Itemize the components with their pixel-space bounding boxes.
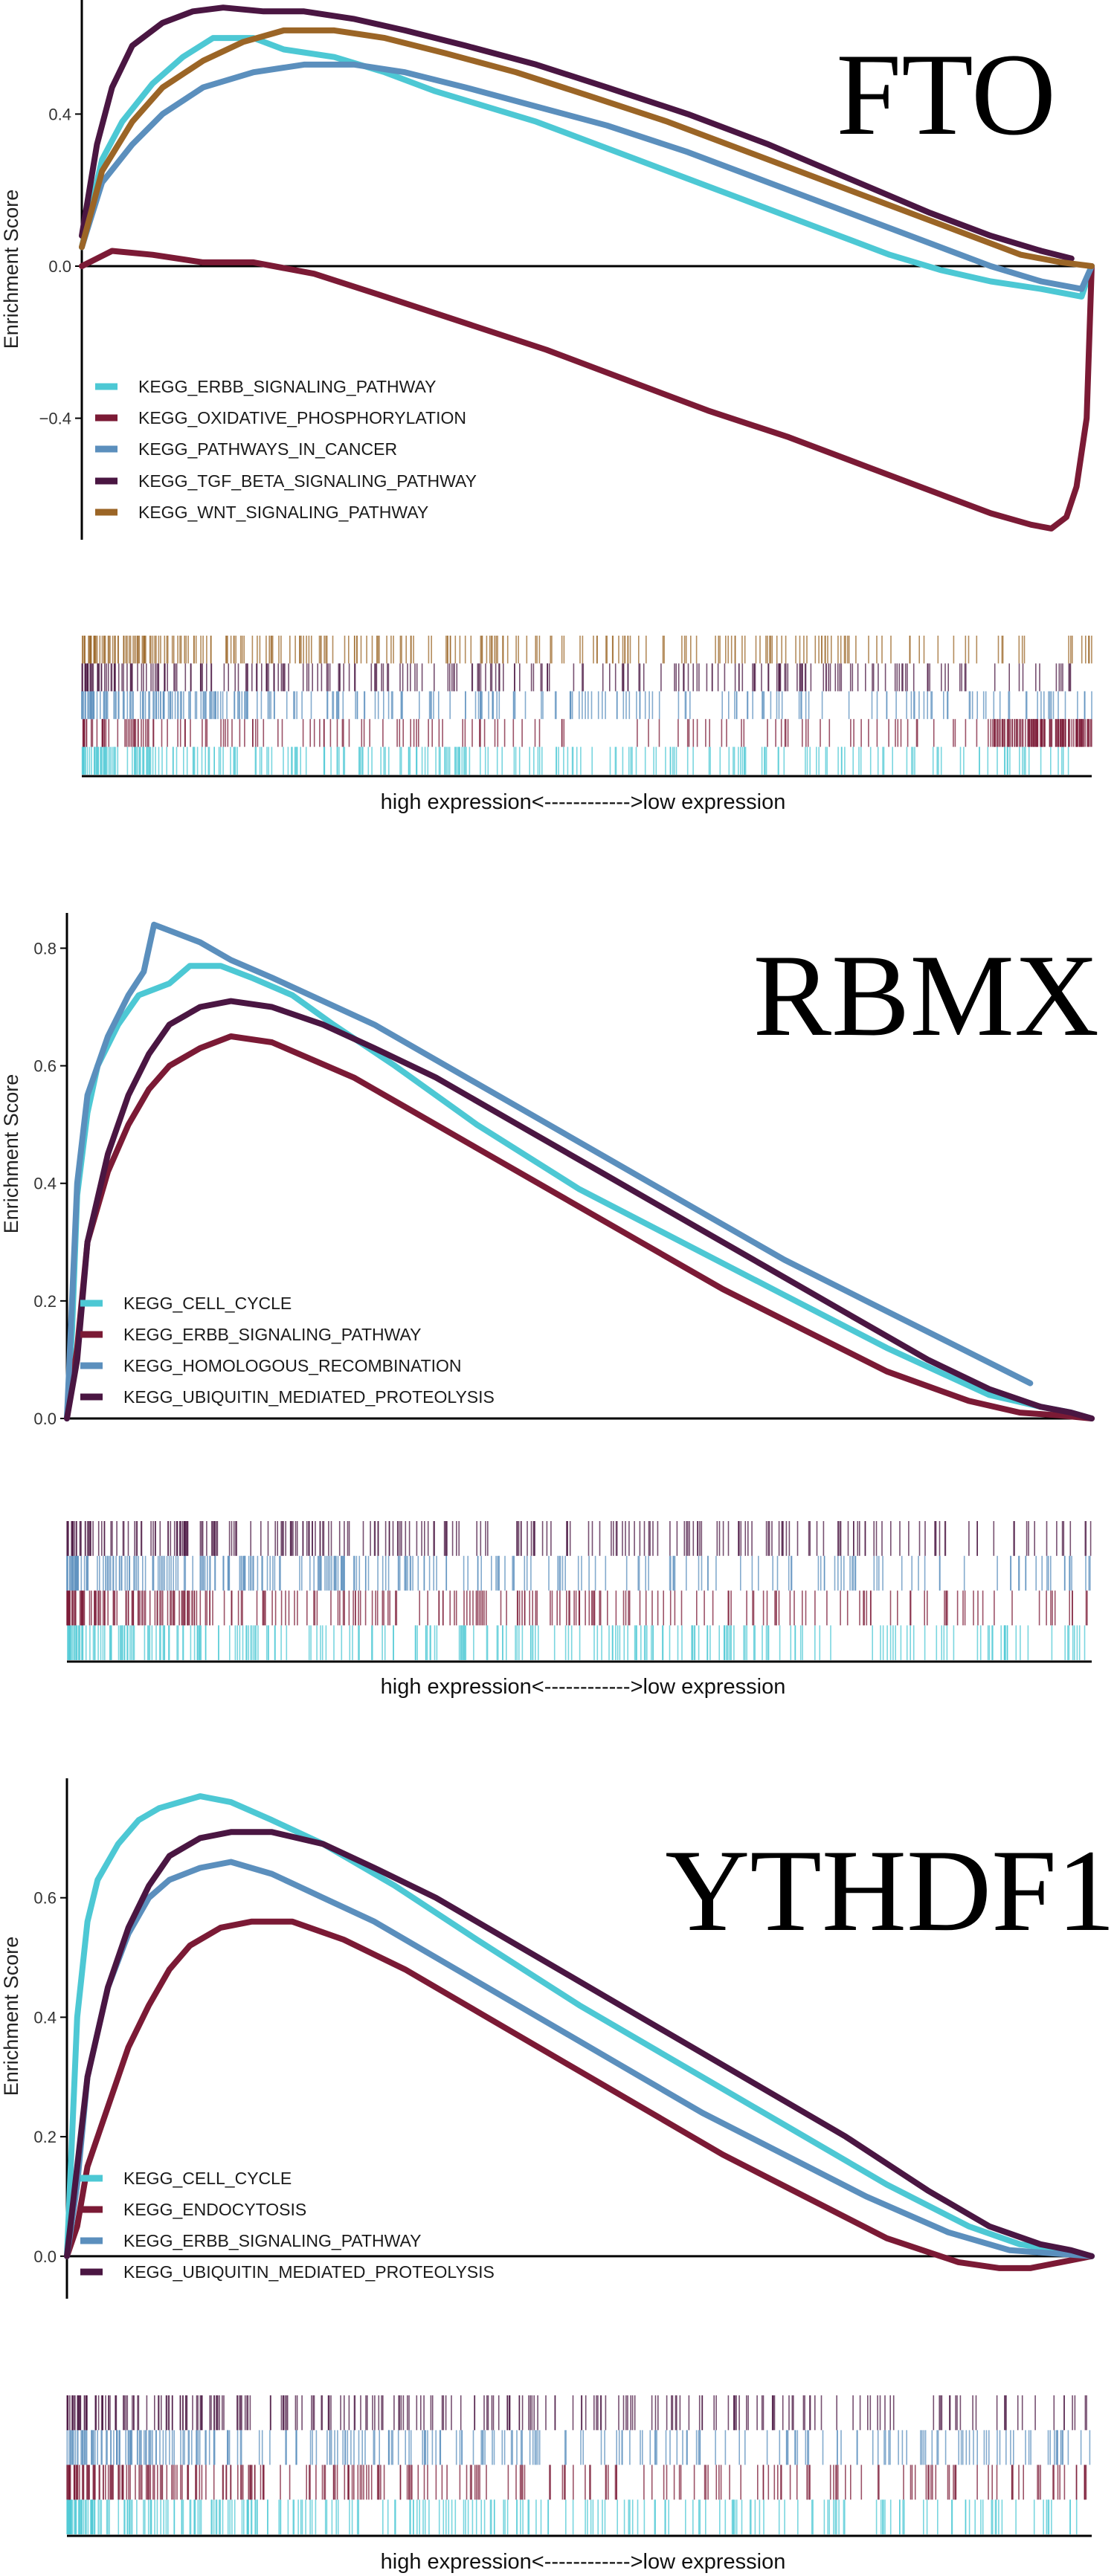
fto-series-line-erbb <box>79 35 1095 300</box>
rbmx-legend: KEGG_CELL_CYCLE KEGG_ERBB_SIGNALING_PATH… <box>80 1294 495 1407</box>
fto-rug-band-oxphos <box>82 719 1092 747</box>
fto-legend-label-erbb: KEGG_ERBB_SIGNALING_PATHWAY <box>138 377 436 396</box>
rbmx-gene-title: RBMX <box>753 931 1099 1061</box>
rbmx-gene-rug <box>66 1521 1092 1663</box>
rbmx-legend-label-ubiquitin: KEGG_UBIQUITIN_MEDIATED_PROTEOLYSIS <box>123 1387 495 1407</box>
fto-series-line-wnt <box>79 27 1095 269</box>
rbmx-rug-band-homrec <box>66 1555 1091 1591</box>
fto-rug-band-wnt <box>82 636 1092 664</box>
ythdf1-legend-label-erbb: KEGG_ERBB_SIGNALING_PATHWAY <box>123 2231 421 2250</box>
ythdf1-ytick-label: 0.6 <box>33 1889 57 1908</box>
rbmx-rug-band-ubiquitin <box>66 1521 1092 1556</box>
ythdf1-rug-band-ubiquitin <box>66 2395 1087 2430</box>
ythdf1-series-line-cellcycle <box>64 1793 1095 2259</box>
ythdf1-ytick-label: 0.0 <box>33 2247 57 2266</box>
fto-series-line-tgf <box>79 4 1075 262</box>
rbmx-series-line-erbb <box>64 1033 1095 1421</box>
fto-legend-label-tgf: KEGG_TGF_BETA_SIGNALING_PATHWAY <box>138 471 477 491</box>
rbmx-ylabel: Enrichment Score <box>0 1074 22 1234</box>
fto-legend-label-oxphos: KEGG_OXIDATIVE_PHOSPHORYLATION <box>138 408 466 427</box>
panel-fto: −0.4 0.0 0.4 Enrichment Score FTO KEGG_ERB… <box>0 0 1095 814</box>
panel-rbmx: 0.0 0.2 0.4 0.6 0.8 Enrichment Score RBMX KE… <box>0 913 1099 1699</box>
ythdf1-series-line-ubiquitin <box>64 1829 1095 2259</box>
fto-xcaption: high expression<------------>low express… <box>381 790 786 814</box>
ythdf1-gene-rug <box>66 2395 1092 2537</box>
fto-legend: KEGG_ERBB_SIGNALING_PATHWAY KEGG_OXIDATI… <box>95 377 477 522</box>
fto-legend-label-cancer: KEGG_PATHWAYS_IN_CANCER <box>138 439 397 459</box>
rbmx-ytick-label: 0.8 <box>33 939 57 958</box>
ythdf1-rug-band-endocytosis <box>66 2464 1087 2500</box>
ythdf1-ylabel: Enrichment Score <box>0 1937 22 2096</box>
ythdf1-legend-label-ubiquitin: KEGG_UBIQUITIN_MEDIATED_PROTEOLYSIS <box>123 2262 495 2282</box>
fto-ytick-label: 0.0 <box>48 257 71 276</box>
fto-line-plot: −0.4 0.0 0.4 <box>39 0 1095 540</box>
fto-ytick-label: −0.4 <box>39 410 71 428</box>
ythdf1-legend: KEGG_CELL_CYCLE KEGG_ENDOCYTOSIS KEGG_ER… <box>80 2169 495 2282</box>
rbmx-legend-label-erbb: KEGG_ERBB_SIGNALING_PATHWAY <box>123 1325 421 1344</box>
rbmx-series-line-ubiquitin <box>64 998 1095 1421</box>
rbmx-ytick-label: 0.4 <box>33 1175 57 1193</box>
fto-ylabel: Enrichment Score <box>0 190 22 349</box>
ythdf1-ytick-label: 0.2 <box>33 2128 57 2146</box>
rbmx-line-plot: 0.0 0.2 0.4 0.6 0.8 <box>33 913 1095 1428</box>
rbmx-rug-band-erbb <box>66 1590 1088 1626</box>
fto-legend-label-wnt: KEGG_WNT_SIGNALING_PATHWAY <box>138 503 428 522</box>
ythdf1-ytick-label: 0.4 <box>33 2008 57 2027</box>
rbmx-ytick-label: 0.6 <box>33 1057 57 1076</box>
ythdf1-rug-band-cellcycle <box>66 2499 1078 2534</box>
ythdf1-rug-band-erbb <box>66 2430 1091 2465</box>
rbmx-series-line-homrec <box>64 921 1034 1421</box>
ythdf1-legend-label-cellcycle: KEGG_CELL_CYCLE <box>123 2169 292 2188</box>
fto-ytick-label: 0.4 <box>48 105 71 123</box>
fto-gene-rug <box>81 636 1092 778</box>
panel-ythdf1: 0.0 0.2 0.4 0.6 Enrichment Score YTHDF1 KEG… <box>0 1778 1116 2574</box>
rbmx-rug-band-cellcycle <box>67 1625 1086 1660</box>
rbmx-legend-label-homrec: KEGG_HOMOLOGOUS_RECOMBINATION <box>123 1356 462 1375</box>
rbmx-legend-label-cellcycle: KEGG_CELL_CYCLE <box>123 1294 292 1313</box>
rbmx-ytick-label: 0.0 <box>33 1410 57 1428</box>
fto-rug-band-erbb <box>81 746 1069 775</box>
ythdf1-xcaption: high expression<------------>low express… <box>381 2550 786 2574</box>
fto-series-line-cancer <box>79 61 1095 292</box>
ythdf1-gene-title: YTHDF1 <box>665 1826 1116 1956</box>
ythdf1-line-plot: 0.0 0.2 0.4 0.6 <box>33 1778 1095 2299</box>
fto-gene-title: FTO <box>836 30 1056 160</box>
ythdf1-series-line-endocytosis <box>64 1918 1095 2271</box>
fto-rug-band-tgf <box>81 663 1072 691</box>
fto-rug-band-cancer <box>81 691 1092 720</box>
fto-series-line-oxphos <box>79 248 1095 532</box>
rbmx-xcaption: high expression<------------>low express… <box>381 1675 786 1699</box>
ythdf1-legend-label-endocytosis: KEGG_ENDOCYTOSIS <box>123 2200 306 2219</box>
rbmx-ytick-label: 0.2 <box>33 1292 57 1311</box>
